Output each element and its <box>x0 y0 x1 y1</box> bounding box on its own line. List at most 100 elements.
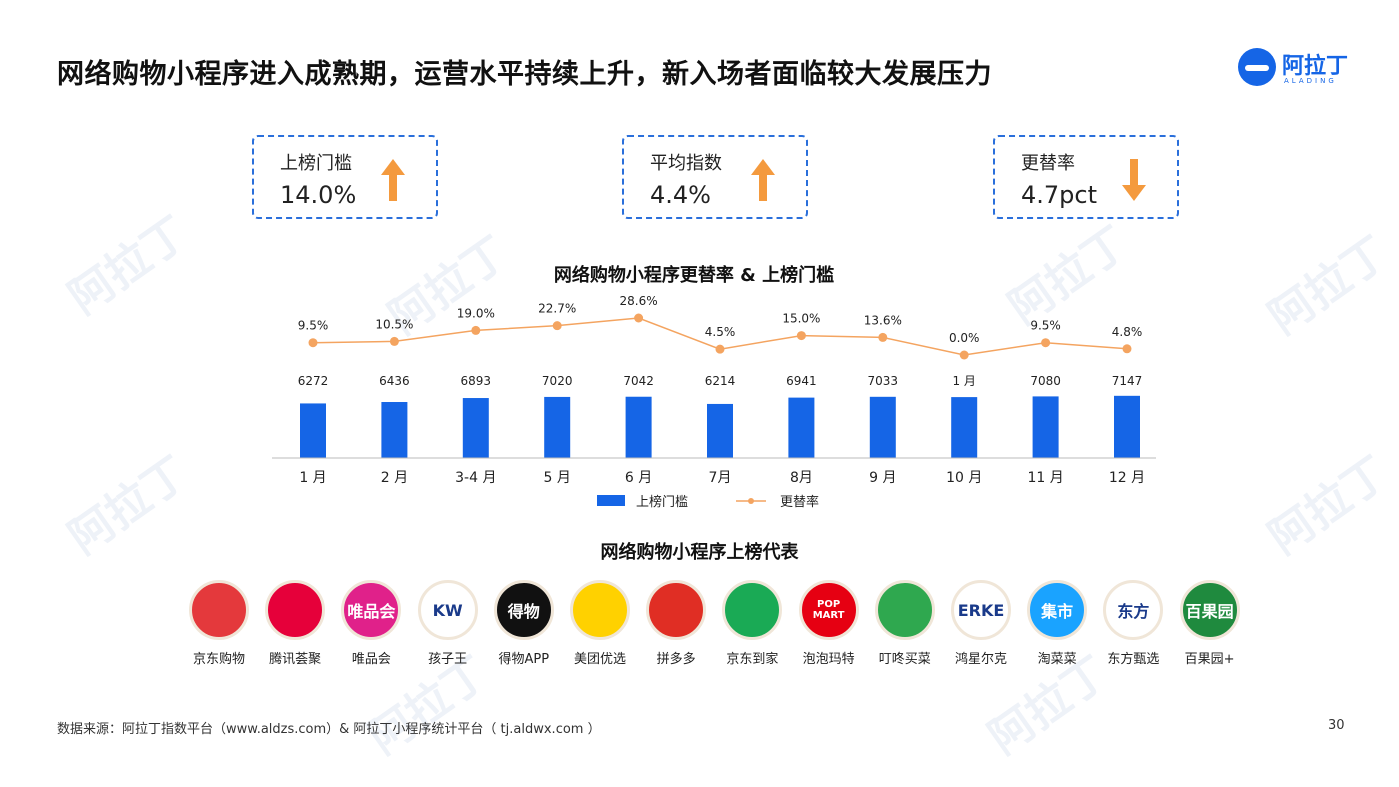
brand-label: 京东购物 <box>192 652 245 667</box>
popmart-icon: POP MART <box>798 580 859 640</box>
dewu-icon: 得物 <box>493 580 554 640</box>
dingdong-icon <box>874 580 935 640</box>
legend-bar-swatch <box>597 495 625 506</box>
brands-section-title: 网络购物小程序上榜代表 <box>600 542 799 563</box>
logo-text: 阿拉丁 <box>1282 54 1349 79</box>
brand-label: 京东到家 <box>726 652 779 667</box>
tencent-huiju-icon <box>265 580 326 640</box>
kpi-average-index: 平均指数 4.4% <box>622 135 808 219</box>
bar-7 <box>869 396 896 458</box>
bar-9 <box>1032 396 1059 458</box>
kpi-value: 14.0% <box>280 181 357 209</box>
brand-item: 东方 东方甄选 <box>1095 580 1171 667</box>
line-label-7: 13.6% <box>864 313 902 327</box>
kpi-replacement-rate: 更替率 4.7pct <box>993 135 1179 219</box>
brand-item: 百果园百果园+ <box>1172 580 1248 667</box>
bar-label-7: 7033 <box>868 374 899 388</box>
dongfang-icon: 东方 <box>1103 580 1164 640</box>
bar-label-9: 7080 <box>1030 374 1061 388</box>
kpi-threshold: 上榜门槛 14.0% <box>252 135 438 219</box>
taocaicai-icon: 集市 <box>1027 580 1088 640</box>
chart-title: 网络购物小程序更替率 & 上榜门槛 <box>554 264 834 286</box>
jddj-icon <box>722 580 783 640</box>
x-tick-label-4: 6 月 <box>625 470 652 486</box>
line-label-9: 9.5% <box>1030 319 1061 333</box>
brand-item: 腾讯荟聚 <box>257 580 333 667</box>
bar-6 <box>788 397 815 458</box>
line-point-9 <box>1041 338 1051 348</box>
brand-item: 集市 淘菜菜 <box>1019 580 1095 667</box>
bar-4 <box>625 396 652 458</box>
bar-5 <box>707 403 733 458</box>
brand-item: KW 孩子王 <box>410 580 486 667</box>
brand-item: 美团优选 <box>562 580 638 667</box>
brand-label: 得物APP <box>498 652 550 667</box>
page-title: 网络购物小程序进入成熟期，运营水平持续上升，新入场者面临较大发展压力 <box>57 59 992 90</box>
x-tick-label-1: 2 月 <box>381 470 408 486</box>
combo-chart: 网络购物小程序更替率 & 上榜门槛 6272 6436 6893 7020 7042 62… <box>272 264 1156 510</box>
brand-item: 得物得物APP <box>486 580 562 667</box>
data-source: 数据来源：阿拉丁指数平台（www.aldzs.com）& 阿拉丁小程序统计平台（… <box>57 722 601 737</box>
bar-label-3: 7020 <box>542 374 573 388</box>
bar-3 <box>544 396 571 458</box>
vip-icon: 唯品会 <box>341 580 402 640</box>
kpi-value: 4.4% <box>650 181 711 209</box>
line-label-8: 0.0% <box>949 331 980 345</box>
line-point-7 <box>878 332 888 342</box>
bar-label-4: 7042 <box>623 374 654 388</box>
line-label-4: 28.6% <box>620 294 658 308</box>
x-tick-label-6: 8月 <box>790 470 813 486</box>
line-label-1: 10.5% <box>375 317 413 331</box>
meituan-youxuan-icon <box>570 580 630 640</box>
brand-label: 东方甄选 <box>1107 652 1160 667</box>
brand-item: POP MART 泡泡玛特 <box>791 580 867 667</box>
line-label-3: 22.7% <box>538 302 576 316</box>
brand-item: 京东到家 <box>714 580 790 667</box>
bar-label-2: 6893 <box>461 374 492 388</box>
brand-item: ERKE 鸿星尔克 <box>943 580 1019 667</box>
brand-item: 拼多多 <box>638 580 714 667</box>
brand-item: 唯品会 唯品会 <box>333 580 409 667</box>
x-tick-label-2: 3-4 月 <box>455 470 496 486</box>
bar-label-8: 1 月 <box>952 374 975 388</box>
line-point-0 <box>308 338 318 348</box>
brand-label: 百果园+ <box>1184 652 1235 667</box>
brand-label: 唯品会 <box>351 652 391 667</box>
bar-2 <box>462 398 489 458</box>
brand-label: 淘菜菜 <box>1037 652 1077 667</box>
chart-legend: 上榜门槛 更替率 <box>597 494 819 510</box>
x-tick-label-9: 11 月 <box>1027 470 1063 486</box>
line-point-3 <box>552 321 562 331</box>
brand-label: 鸿星尔克 <box>954 652 1007 667</box>
bar-label-1: 6436 <box>379 374 410 388</box>
line-point-5 <box>715 344 725 354</box>
jd-dog-icon <box>189 580 249 640</box>
kpi-value: 4.7pct <box>1021 181 1098 209</box>
logo-subtext: ALADING <box>1284 77 1337 85</box>
bar-8 <box>951 397 978 458</box>
x-tick-label-7: 9 月 <box>869 470 896 486</box>
line-point-6 <box>796 331 806 341</box>
brand-label: 泡泡玛特 <box>802 652 855 667</box>
line-label-2: 19.0% <box>457 306 495 320</box>
x-tick-label-10: 12 月 <box>1109 470 1145 486</box>
bar-0 <box>300 403 326 458</box>
kpi-label: 平均指数 <box>650 153 722 174</box>
line-point-8 <box>959 350 969 360</box>
x-tick-label-8: 10 月 <box>946 470 982 486</box>
kpi-label: 更替率 <box>1021 153 1075 174</box>
line-label-6: 15.0% <box>782 312 820 326</box>
baiguoyuan-icon: 百果园 <box>1179 580 1240 640</box>
bar-label-6: 6941 <box>786 374 817 388</box>
x-tick-label-0: 1 月 <box>299 470 326 486</box>
line-label-10: 4.8% <box>1112 325 1143 339</box>
line-label-0: 9.5% <box>298 319 329 333</box>
bar-label-0: 6272 <box>298 374 329 388</box>
bar-1 <box>381 402 408 458</box>
kidswant-icon: KW <box>417 580 478 640</box>
brand-label: 美团优选 <box>573 652 626 667</box>
x-tick-label-3: 5 月 <box>544 470 571 486</box>
pinduoduo-icon <box>646 580 707 640</box>
brand-label: 腾讯荟聚 <box>269 652 322 667</box>
brand-label: 叮咚买菜 <box>878 652 931 667</box>
